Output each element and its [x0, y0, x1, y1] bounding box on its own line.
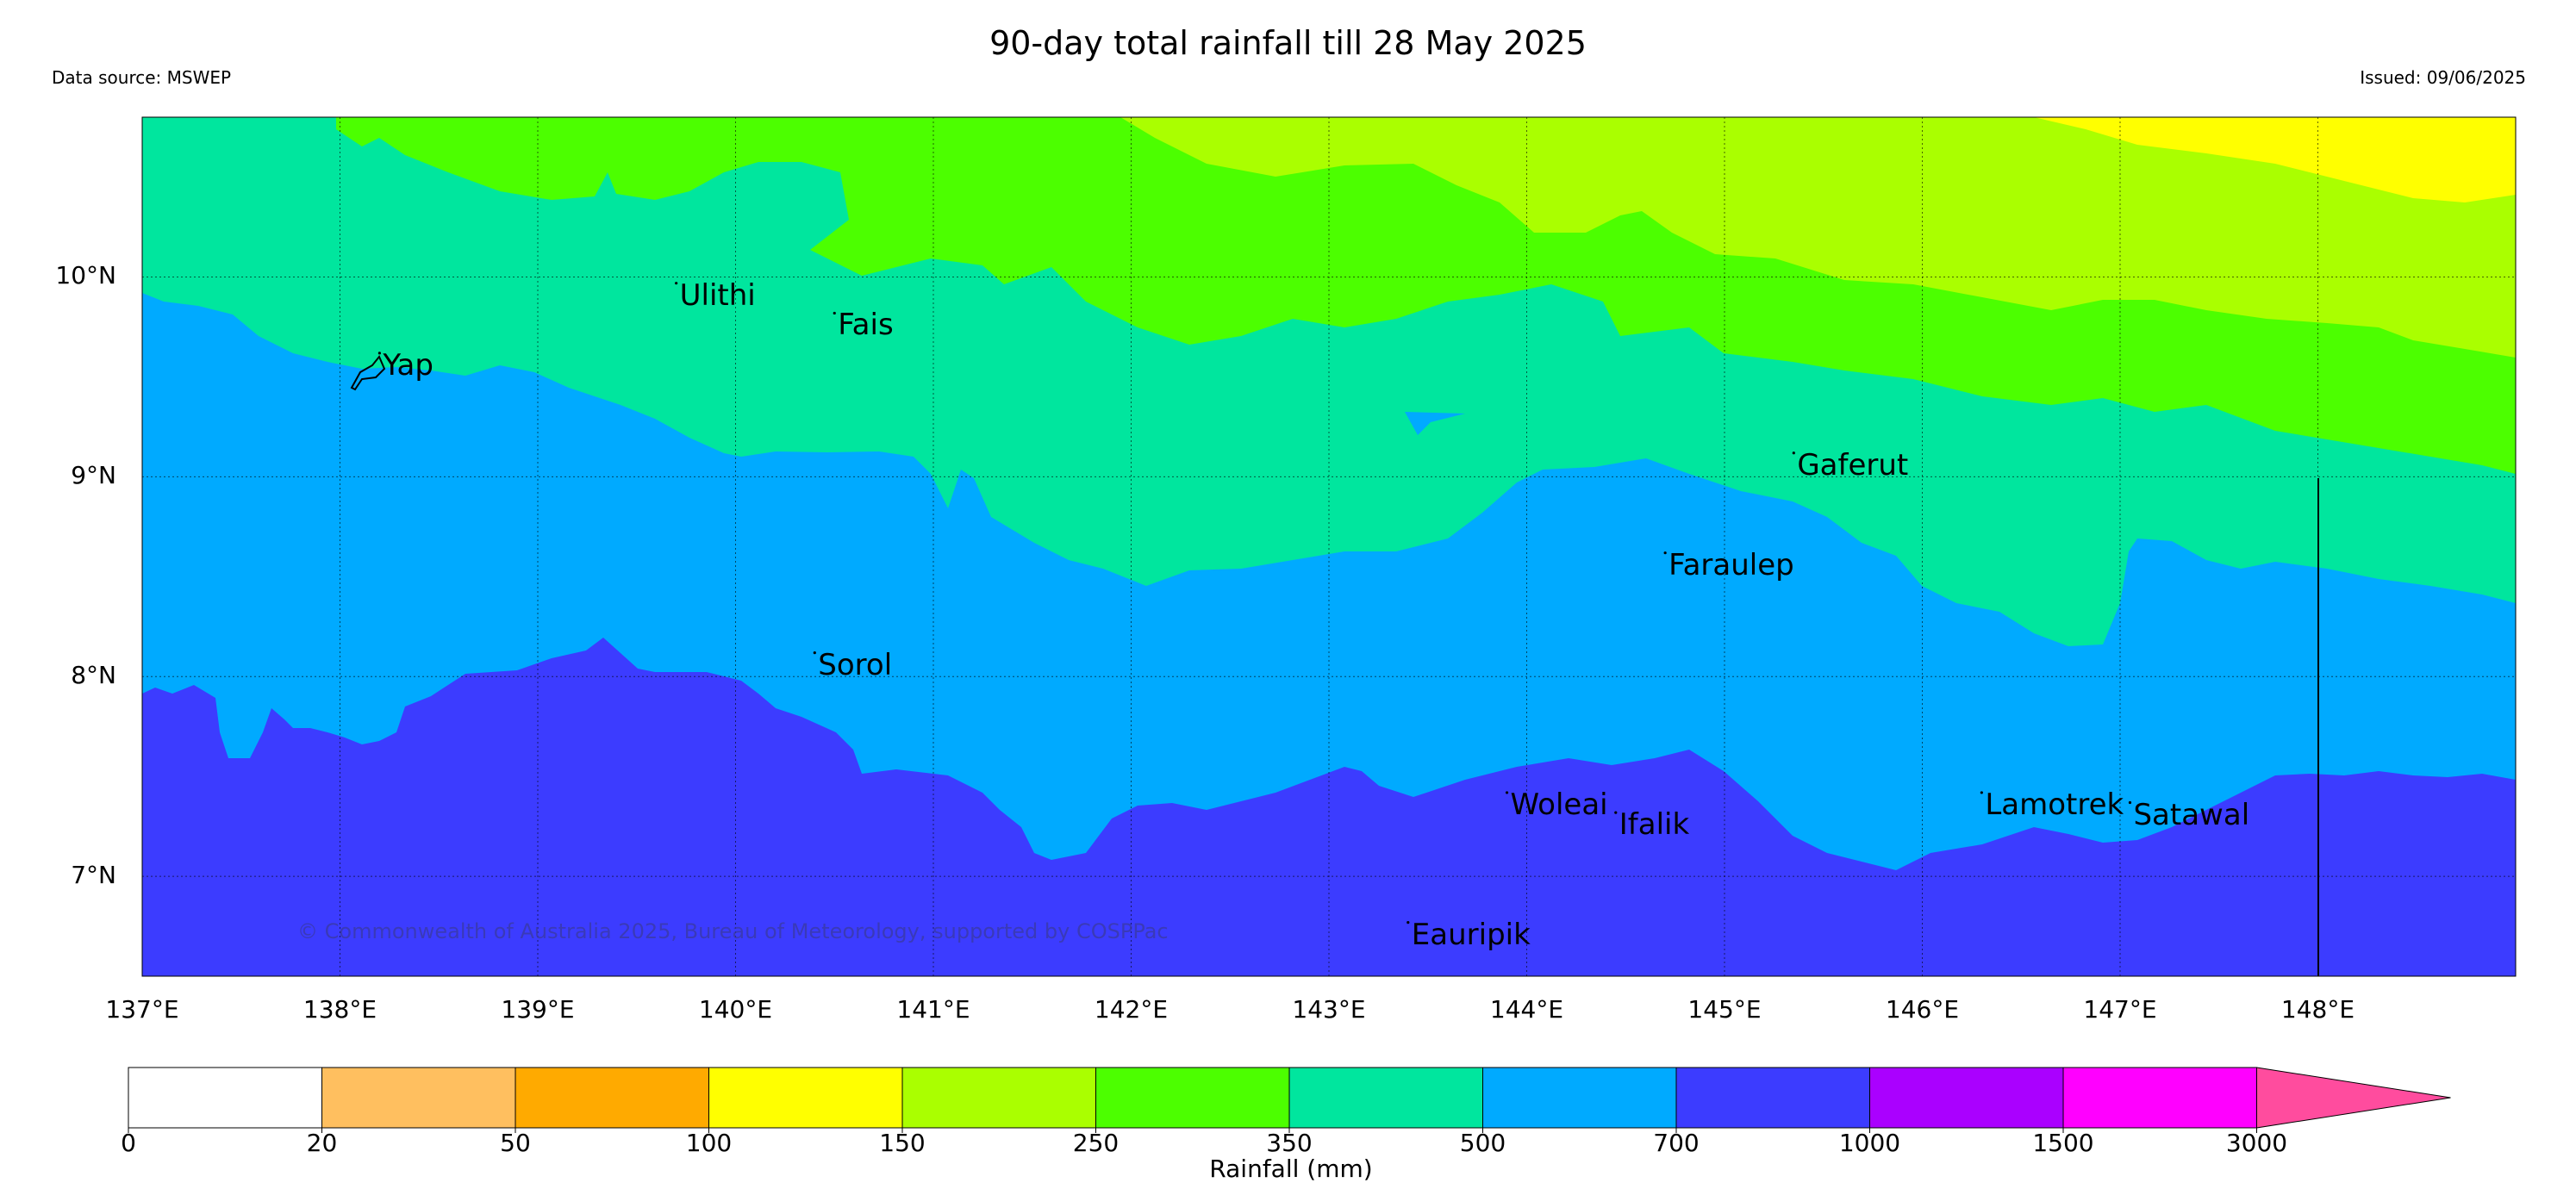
place-dot	[1663, 551, 1667, 555]
graticule	[141, 117, 2516, 976]
place-label: Gaferut	[1797, 447, 1909, 482]
place-dot	[675, 282, 678, 285]
place-label: Lamotrek	[1985, 787, 2124, 822]
longitude-label: 141°E	[896, 995, 970, 1024]
place-dot	[1614, 811, 1618, 814]
longitude-label: 144°E	[1489, 995, 1564, 1024]
place-label: Yap	[383, 347, 433, 383]
colorbar-segment	[1675, 1067, 1870, 1129]
longitude-label: 137°E	[105, 995, 179, 1024]
colorbar-segment	[128, 1067, 322, 1129]
yap-island-outline	[350, 355, 386, 391]
colorbar-tick-label: 250	[1072, 1129, 1120, 1157]
longitude-label: 140°E	[698, 995, 773, 1024]
place-dot	[1792, 451, 1795, 455]
colorbar-tick-label: 1500	[2032, 1129, 2094, 1157]
longitude-label: 138°E	[303, 995, 377, 1024]
place-label: Faraulep	[1668, 547, 1794, 582]
latitude-label: 8°N	[71, 661, 116, 690]
longitude-label: 146°E	[1885, 995, 1960, 1024]
place-dot	[1505, 791, 1509, 794]
place-dot	[1407, 921, 1410, 924]
band-100-150	[2034, 117, 2516, 202]
colorbar-tick-label: 1000	[1838, 1129, 1901, 1157]
colorbar-extension-arrow	[2256, 1067, 2451, 1129]
colorbar-segment	[1095, 1067, 1290, 1129]
place-label: Ifalik	[1619, 807, 1690, 843]
place-dot	[833, 311, 836, 315]
colorbar-segment	[1482, 1067, 1677, 1129]
colorbar-tick-label: 20	[306, 1129, 338, 1157]
colorbar-segment	[321, 1067, 516, 1129]
latitude-label: 10°N	[55, 261, 116, 290]
colorbar-tick-label: 100	[685, 1129, 733, 1157]
place-dot	[2128, 800, 2132, 805]
colorbar-tick-label: 500	[1459, 1129, 1506, 1157]
longitude-label: 145°E	[1687, 995, 1762, 1024]
colorbar-tick-label: 0	[121, 1129, 136, 1157]
colorbar-segment	[1869, 1067, 2064, 1129]
band-500-700-patch	[1405, 412, 1465, 435]
issued-date-label: Issued: 09/06/2025	[2360, 67, 2526, 88]
place-label: Sorol	[818, 647, 893, 682]
place-label: Satawal	[2133, 797, 2250, 832]
colorbar-tick-label: 50	[500, 1129, 531, 1157]
longitude-label: 142°E	[1094, 995, 1169, 1024]
colorbar-tick-label: 150	[879, 1129, 926, 1157]
longitude-label: 148°E	[2280, 995, 2355, 1024]
colorbar-label: Rainfall (mm)	[1209, 1155, 1373, 1183]
colorbar-segment	[1288, 1067, 1483, 1129]
map-title: 90-day total rainfall till 28 May 2025	[989, 24, 1587, 62]
place-label: Fais	[838, 308, 894, 343]
colorbar-segment	[2062, 1067, 2257, 1129]
data-source-label: Data source: MSWEP	[52, 67, 232, 88]
longitude-label: 143°E	[1292, 995, 1366, 1024]
longitude-label: 139°E	[501, 995, 575, 1024]
place-label: Eauripik	[1411, 917, 1531, 952]
colorbar-tick-label: 3000	[2225, 1129, 2288, 1157]
latitude-label: 9°N	[71, 461, 116, 490]
colorbar-tick-label: 350	[1266, 1129, 1313, 1157]
place-dot	[1980, 791, 1983, 794]
band-150-250	[1120, 117, 2516, 358]
colorbar-tick-label: 700	[1653, 1129, 1700, 1157]
longitude-label: 147°E	[2083, 995, 2157, 1024]
place-dot	[813, 651, 816, 655]
latitude-label: 7°N	[71, 861, 116, 890]
place-label: Ulithi	[679, 277, 756, 313]
place-dot	[377, 352, 381, 355]
place-markers	[377, 282, 2132, 924]
colorbar-segment	[708, 1067, 903, 1129]
copyright-credit: © Commonwealth of Australia 2025, Bureau…	[297, 919, 1169, 943]
place-label: Woleai	[1510, 787, 1608, 822]
colorbar-segment	[515, 1067, 709, 1129]
colorbar-segment	[901, 1067, 1096, 1129]
